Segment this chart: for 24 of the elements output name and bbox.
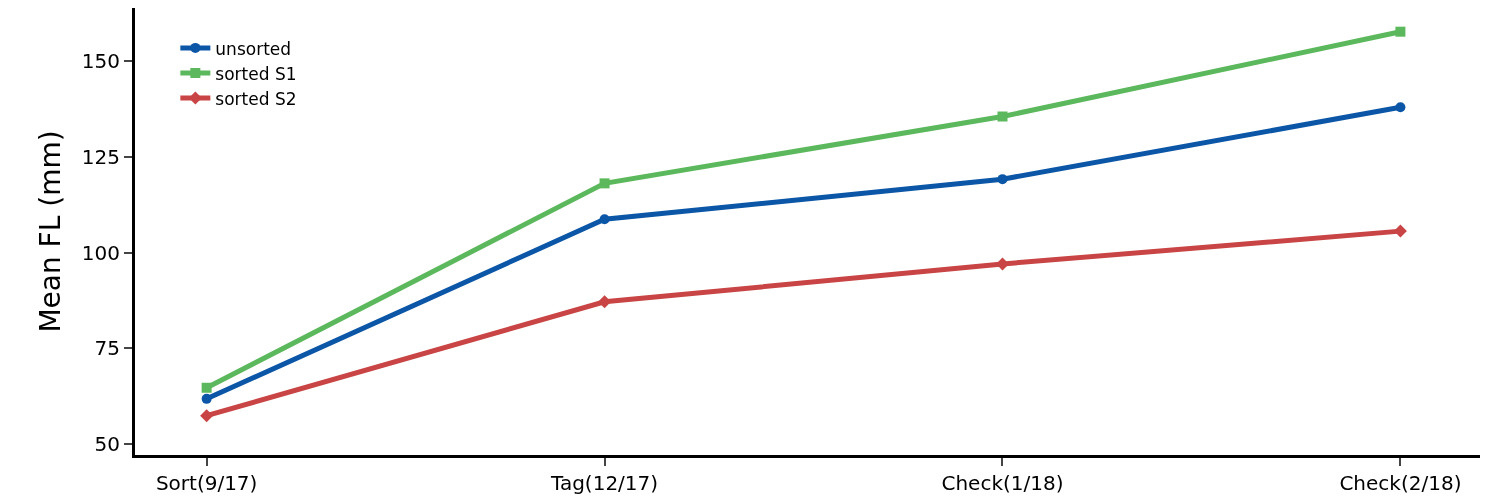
point xyxy=(599,214,610,225)
point xyxy=(1393,224,1407,238)
point xyxy=(200,409,214,423)
x-tick-label: Check(2/18) xyxy=(1339,471,1462,495)
y-tick-label: 50 xyxy=(94,431,120,456)
x-tick-label: Check(1/18) xyxy=(941,471,1064,495)
point xyxy=(997,174,1008,185)
point xyxy=(598,295,612,309)
y-tick-label: 75 xyxy=(94,336,120,361)
x-tick-label: Tag(12/17) xyxy=(550,471,659,495)
y-tick-label: 150 xyxy=(81,49,120,74)
legend-label: sorted S2 xyxy=(215,88,297,109)
y-tick-label: 100 xyxy=(81,240,120,265)
point xyxy=(1395,102,1406,113)
x-tick-label: Sort(9/17) xyxy=(155,471,258,495)
legend-label: unsorted xyxy=(215,38,292,59)
y-tick-label: 125 xyxy=(81,145,120,169)
point xyxy=(201,382,212,393)
point xyxy=(599,178,610,189)
point xyxy=(997,111,1008,122)
legend-label: sorted S1 xyxy=(215,63,297,84)
point xyxy=(201,393,212,404)
point xyxy=(1395,26,1406,37)
y-axis-title: Mean FL (mm) xyxy=(33,130,67,333)
